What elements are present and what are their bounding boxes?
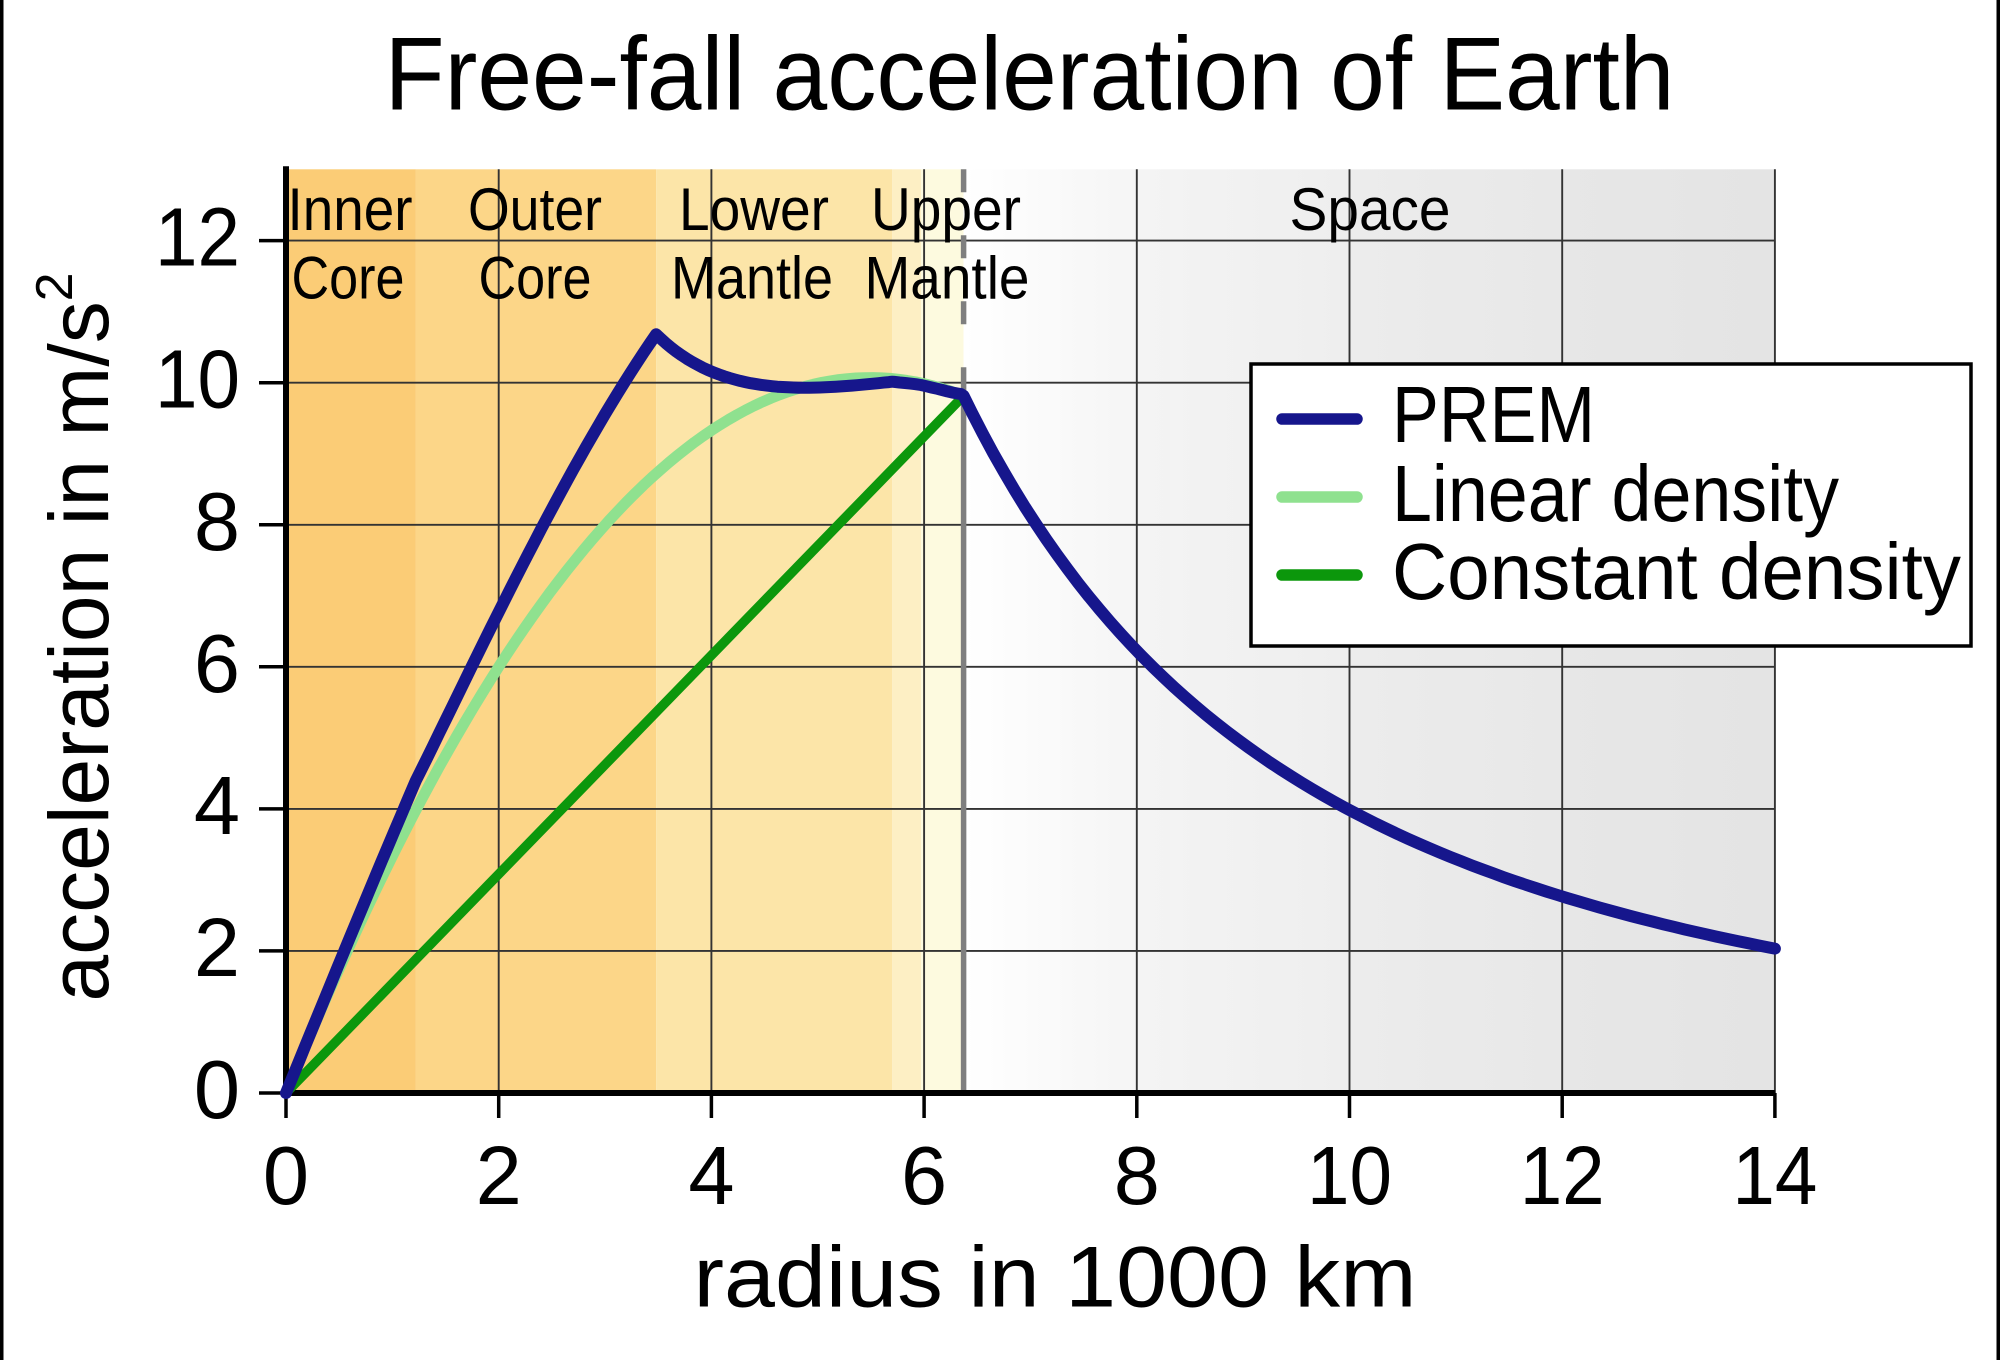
- svg-text:radius in 1000 km: radius in 1000 km: [694, 1230, 1417, 1326]
- svg-text:2: 2: [194, 901, 240, 994]
- svg-text:Linear density: Linear density: [1392, 449, 1839, 538]
- svg-text:Free-fall acceleration of Eart: Free-fall acceleration of Earth: [385, 17, 1675, 133]
- svg-text:PREM: PREM: [1392, 370, 1595, 459]
- svg-text:10: 10: [1307, 1129, 1392, 1222]
- svg-text:12: 12: [1520, 1129, 1605, 1222]
- svg-text:acceleration in m/s2: acceleration in m/s2: [26, 272, 126, 1001]
- svg-text:8: 8: [194, 475, 240, 568]
- svg-text:Core: Core: [479, 245, 592, 312]
- svg-text:Constant density: Constant density: [1392, 527, 1961, 616]
- svg-text:6: 6: [194, 617, 240, 710]
- svg-text:2: 2: [476, 1129, 522, 1222]
- svg-text:Inner: Inner: [288, 176, 413, 243]
- svg-text:0: 0: [194, 1043, 240, 1136]
- svg-text:12: 12: [155, 191, 240, 284]
- svg-text:Lower: Lower: [679, 176, 829, 243]
- svg-text:4: 4: [194, 759, 240, 852]
- svg-text:Mantle: Mantle: [671, 245, 833, 312]
- svg-text:Mantle: Mantle: [865, 245, 1030, 312]
- svg-text:10: 10: [155, 333, 240, 426]
- svg-text:Core: Core: [292, 245, 405, 312]
- svg-text:0: 0: [263, 1129, 309, 1222]
- svg-text:Space: Space: [1290, 176, 1451, 243]
- svg-text:Upper: Upper: [871, 176, 1021, 243]
- svg-text:Outer: Outer: [468, 176, 602, 243]
- svg-text:8: 8: [1114, 1129, 1160, 1222]
- svg-text:6: 6: [901, 1129, 947, 1222]
- svg-text:14: 14: [1732, 1129, 1817, 1222]
- svg-text:4: 4: [688, 1129, 734, 1222]
